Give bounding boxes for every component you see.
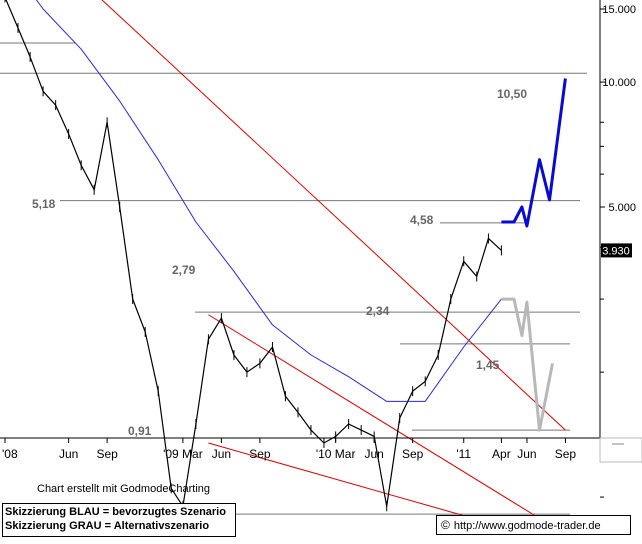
level-label-3: 2,79 <box>172 263 196 277</box>
moving-average-series <box>35 0 502 402</box>
level-label-0: 10,50 <box>497 87 527 101</box>
x-tick-label-10: Apr <box>492 447 511 461</box>
x-tick-label-4: Jun <box>212 447 231 461</box>
x-tick-label-3: '09 Mar <box>163 447 203 461</box>
y-tick-label-3: 5.000 <box>608 202 636 214</box>
copyright-icon: © <box>441 518 450 532</box>
series-lines <box>4 0 567 512</box>
website-url[interactable]: http://www.godmode-trader.de <box>453 520 601 532</box>
alternative-scenario-series <box>501 297 554 432</box>
x-tick-label-2: Sep <box>96 447 118 461</box>
level-label-1: 5,18 <box>32 197 56 211</box>
x-tick-label-7: Jun <box>364 447 383 461</box>
website-link-box[interactable]: © http://www.godmode-trader.de <box>436 515 631 535</box>
x-tick-label-5: Sep <box>249 447 271 461</box>
trendline-0 <box>101 0 566 431</box>
legend-preferred: Skizzierung BLAU = bevorzugtes Szenario <box>5 506 226 518</box>
price-series <box>5 0 502 507</box>
last-price-label: 3.930 <box>602 245 630 257</box>
level-label-4: 2,34 <box>366 304 390 318</box>
y-tick-label-1: 15.000 <box>602 4 636 16</box>
axes <box>0 0 642 463</box>
level-label-6: 0,91 <box>128 424 152 438</box>
preferred-scenario-series <box>501 78 567 228</box>
x-tick-label-9: '11 <box>456 447 471 461</box>
legend-alternative: Skizzierung GRAU = Alternativszenario <box>5 520 210 532</box>
trendlines <box>101 0 566 527</box>
level-labels: 10,50 5,18 4,58 2,79 2,34 1,45 0,91 <box>32 87 527 438</box>
x-tick-label-6: '10 Mar <box>316 447 356 461</box>
x-axis-ticks: '08 Jun Sep '09 Mar Jun Sep '10 Mar Jun Sep '11 Ap… <box>2 438 576 461</box>
x-tick-label-12: Sep <box>555 447 577 461</box>
x-tick-label-1: Jun <box>59 447 78 461</box>
x-tick-label-11: Jun <box>517 447 536 461</box>
trendline-1 <box>208 314 553 527</box>
axis-corner <box>599 437 642 463</box>
chart-credit: Chart erstellt mit GodmodeCharting <box>37 483 211 495</box>
last-price-marker: 3.930 <box>601 243 632 258</box>
x-tick-label-0: '08 <box>2 447 18 461</box>
level-label-5: 1,45 <box>476 358 500 372</box>
last-price-box <box>601 243 632 258</box>
scenario-legend: Skizzierung BLAU = bevorzugtes Szenario … <box>2 503 236 537</box>
trendline-2 <box>208 442 502 527</box>
y-tick-label-2: 10.000 <box>602 77 636 89</box>
level-label-2: 4,58 <box>410 213 434 227</box>
x-tick-label-8: Sep <box>402 447 424 461</box>
